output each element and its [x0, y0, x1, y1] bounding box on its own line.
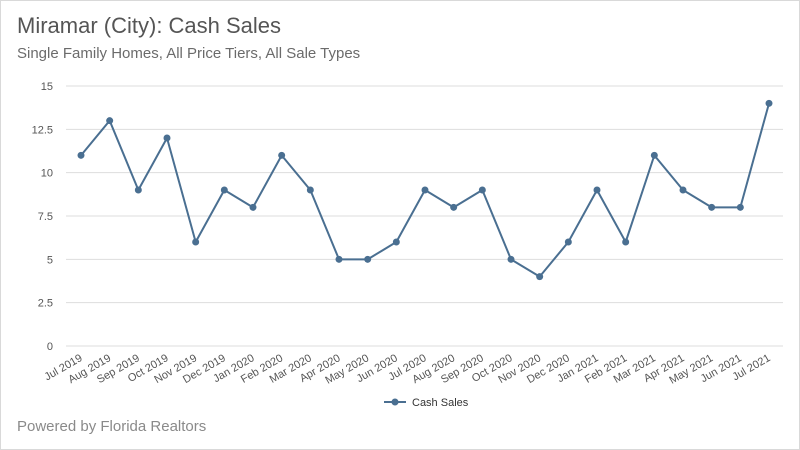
data-point	[306, 186, 314, 194]
data-point	[536, 273, 544, 281]
data-point	[134, 186, 142, 194]
legend-label: Cash Sales	[412, 397, 469, 409]
data-point	[736, 203, 744, 211]
data-point	[507, 255, 515, 263]
data-point	[77, 151, 85, 159]
data-point	[192, 238, 200, 246]
data-point	[106, 117, 114, 125]
chart-title: Miramar (City): Cash Sales	[17, 13, 282, 38]
y-tick-label: 12.5	[32, 124, 53, 136]
data-point	[335, 255, 343, 263]
data-point	[765, 99, 773, 107]
data-point	[650, 151, 658, 159]
data-point	[163, 134, 171, 142]
data-point	[679, 186, 687, 194]
data-point	[478, 186, 486, 194]
data-point	[421, 186, 429, 194]
data-point	[564, 238, 572, 246]
data-point	[220, 186, 228, 194]
data-point	[278, 151, 286, 159]
y-tick-label: 15	[41, 81, 53, 93]
powered-by-credit: Powered by Florida Realtors	[17, 418, 207, 435]
legend-marker	[391, 398, 399, 406]
data-point	[622, 238, 630, 246]
data-point	[392, 238, 400, 246]
data-point	[450, 203, 458, 211]
data-point	[593, 186, 601, 194]
y-tick-label: 2.5	[38, 298, 53, 310]
data-point	[249, 203, 257, 211]
y-tick-label: 0	[47, 341, 53, 353]
y-tick-label: 10	[41, 168, 53, 180]
chart-subtitle: Single Family Homes, All Price Tiers, Al…	[17, 45, 361, 62]
data-point	[708, 203, 716, 211]
y-tick-label: 7.5	[38, 211, 53, 223]
y-tick-label: 5	[47, 254, 53, 266]
data-point	[364, 255, 372, 263]
